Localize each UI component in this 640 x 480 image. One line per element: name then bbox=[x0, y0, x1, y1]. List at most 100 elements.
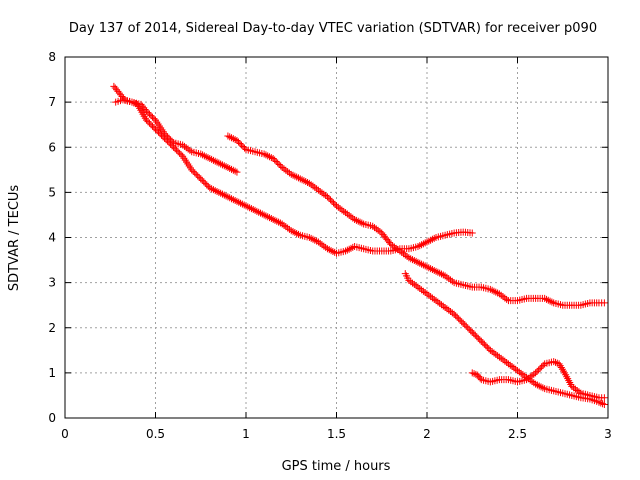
data-point bbox=[459, 319, 467, 327]
data-point bbox=[260, 150, 268, 158]
interpolated-points bbox=[562, 371, 575, 388]
data-point bbox=[242, 202, 250, 210]
data-point bbox=[342, 209, 350, 217]
interpolated-points bbox=[253, 148, 266, 157]
data-point bbox=[233, 197, 241, 205]
interpolated-points bbox=[579, 299, 592, 309]
interpolated-points bbox=[479, 339, 493, 353]
interpolated-points bbox=[425, 291, 438, 303]
plot-frame bbox=[64, 56, 609, 419]
interpolated-points bbox=[443, 230, 456, 239]
x-tick-label: 0.5 bbox=[146, 427, 165, 441]
interpolated-points bbox=[208, 185, 221, 195]
interpolated-points bbox=[307, 181, 321, 193]
interpolated-points bbox=[407, 278, 420, 290]
data-point bbox=[504, 360, 512, 368]
interpolated-points bbox=[470, 330, 484, 344]
interpolated-points bbox=[497, 291, 511, 303]
data-point bbox=[468, 229, 476, 237]
series-track-3 bbox=[224, 132, 608, 309]
interpolated-points bbox=[507, 297, 519, 305]
interpolated-points bbox=[180, 154, 194, 172]
data-point bbox=[278, 220, 286, 228]
interpolated-points bbox=[334, 203, 348, 215]
data-point bbox=[396, 247, 404, 255]
interpolated-points bbox=[498, 376, 510, 384]
y-tick-label: 6 bbox=[48, 140, 56, 154]
interpolated-points bbox=[226, 194, 239, 204]
data-point bbox=[287, 227, 295, 235]
interpolated-points bbox=[561, 390, 574, 399]
data-point bbox=[405, 254, 413, 262]
interpolated-points bbox=[171, 145, 185, 159]
series-track-4 bbox=[401, 270, 608, 408]
interpolated-points bbox=[162, 131, 176, 145]
x-tick-label: 0 bbox=[61, 427, 69, 441]
interpolated-points bbox=[121, 96, 134, 106]
x-tick-label: 2.5 bbox=[508, 427, 527, 441]
axis-ticks: 0 0.5 1 1.5 2 2.5 3 0 1 2 3 4 5 6 7 8 bbox=[48, 50, 611, 441]
interpolated-points bbox=[516, 376, 528, 385]
interpolated-points bbox=[380, 247, 393, 255]
data-point bbox=[486, 346, 494, 354]
interpolated-points bbox=[343, 243, 357, 254]
interpolated-points bbox=[271, 216, 284, 227]
plot-area bbox=[110, 82, 608, 408]
interpolated-points bbox=[398, 248, 411, 260]
data-point bbox=[197, 150, 205, 158]
interpolated-points bbox=[298, 176, 312, 186]
data-point bbox=[314, 238, 322, 246]
data-point bbox=[555, 360, 563, 368]
x-tick-label: 1.5 bbox=[327, 427, 346, 441]
data-point bbox=[314, 186, 322, 194]
data-point bbox=[405, 276, 413, 284]
data-point bbox=[215, 159, 223, 167]
interpolated-points bbox=[579, 390, 592, 399]
y-tick-label: 0 bbox=[48, 411, 56, 425]
data-point bbox=[188, 166, 196, 174]
data-point bbox=[296, 175, 304, 183]
data-point bbox=[414, 283, 422, 291]
interpolated-points bbox=[111, 84, 122, 95]
data-point bbox=[142, 107, 150, 115]
data-point bbox=[486, 285, 494, 293]
interpolated-points bbox=[244, 203, 257, 214]
series-track-1 bbox=[110, 82, 476, 257]
data-point bbox=[387, 240, 395, 248]
interpolated-points bbox=[543, 385, 555, 394]
data-point bbox=[432, 297, 440, 305]
interpolated-points bbox=[289, 171, 302, 182]
interpolated-points bbox=[452, 312, 466, 326]
interpolated-points bbox=[542, 295, 556, 306]
interpolated-points bbox=[543, 358, 555, 367]
data-point bbox=[278, 164, 286, 172]
interpolated-points bbox=[570, 384, 583, 396]
interpolated-points bbox=[217, 189, 230, 200]
interpolated-points bbox=[130, 99, 143, 108]
series-track-2 bbox=[112, 96, 241, 176]
data-point bbox=[600, 400, 608, 408]
data-point bbox=[260, 211, 268, 219]
interpolated-points bbox=[280, 221, 293, 233]
data-point bbox=[514, 367, 521, 375]
interpolated-points bbox=[516, 295, 528, 304]
interpolated-points bbox=[597, 399, 607, 408]
interpolated-points bbox=[443, 273, 456, 285]
interpolated-points bbox=[556, 362, 567, 375]
interpolated-points bbox=[325, 194, 339, 208]
y-tick-label: 8 bbox=[48, 50, 56, 64]
interpolated-points bbox=[389, 242, 402, 254]
interpolated-points bbox=[507, 376, 519, 385]
data-point bbox=[206, 184, 214, 192]
data-point bbox=[152, 125, 159, 133]
data-point bbox=[423, 238, 431, 246]
interpolated-points bbox=[488, 348, 502, 360]
interpolated-points bbox=[325, 246, 339, 256]
data-point bbox=[142, 116, 150, 124]
interpolated-points bbox=[533, 381, 547, 392]
interpolated-points bbox=[244, 146, 257, 155]
interpolated-points bbox=[144, 109, 158, 123]
x-tick-label: 2 bbox=[423, 427, 431, 441]
interpolated-points bbox=[280, 165, 293, 177]
